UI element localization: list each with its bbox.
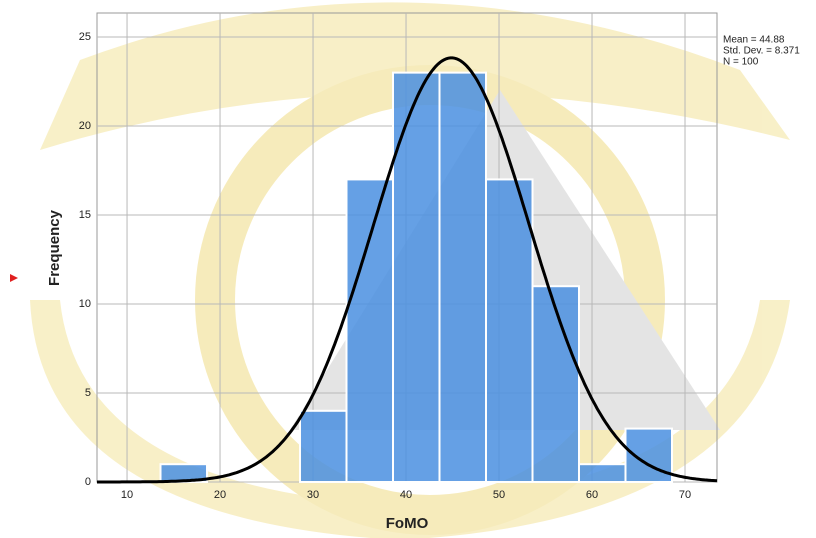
x-axis-title: FoMO — [386, 515, 429, 532]
x-tick-label: 50 — [493, 489, 505, 501]
bar — [345, 178, 395, 484]
x-tick-label: 70 — [679, 489, 691, 501]
x-tick-label: 40 — [400, 489, 412, 501]
y-tick-label: 25 — [79, 31, 91, 43]
marker-arrow — [10, 274, 18, 282]
bar — [299, 409, 348, 484]
y-tick-label: 15 — [79, 209, 91, 221]
y-axis-title: Frequency — [46, 209, 63, 286]
stat-label: Std. Dev. = 8.371 — [723, 46, 800, 57]
y-tick-label: 5 — [85, 387, 91, 399]
bar — [484, 178, 534, 484]
normal-curve — [97, 56, 718, 484]
stat-label: N = 100 — [723, 57, 759, 68]
bar — [392, 71, 441, 483]
x-tick-label: 60 — [586, 489, 598, 501]
y-tick-label: 10 — [79, 298, 91, 310]
x-tick-label: 30 — [307, 489, 319, 501]
bar — [531, 285, 580, 483]
bar — [577, 463, 627, 484]
bar — [438, 71, 487, 483]
x-tick-label: 10 — [121, 489, 133, 501]
y-tick-label: 20 — [79, 120, 91, 132]
stat-label: Mean = 44.88 — [723, 35, 785, 46]
x-tick-label: 20 — [214, 489, 226, 501]
y-tick-label: 0 — [85, 476, 91, 488]
